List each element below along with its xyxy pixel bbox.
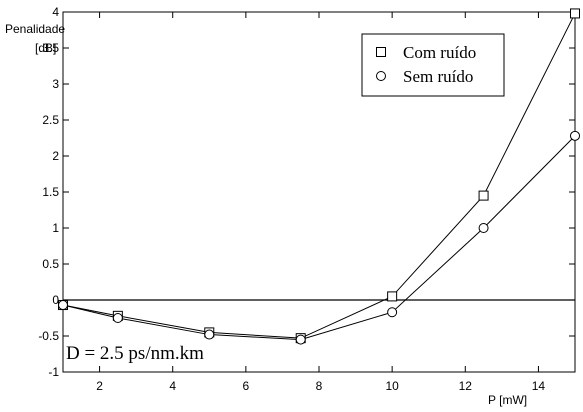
legend: Com ruído Sem ruído <box>361 33 505 97</box>
y-tick-label: 2.5 <box>42 113 59 127</box>
y-tick-label: 0.5 <box>42 257 59 271</box>
legend-label: Com ruído <box>403 43 476 62</box>
y-tick-label: 3 <box>52 77 59 91</box>
y-tick-label: 0 <box>52 293 59 307</box>
y-tick-label: 3.5 <box>42 41 59 55</box>
y-axis-label-line2: [dB] <box>35 41 56 55</box>
legend-label: Sem ruído <box>403 67 473 86</box>
x-tick-label: 2 <box>96 379 103 393</box>
y-tick-label: 4 <box>52 5 59 19</box>
series-2 <box>58 130 580 345</box>
circle-marker <box>58 300 68 311</box>
legend-circle-marker <box>376 71 386 81</box>
series-group <box>58 8 580 345</box>
circle-marker <box>112 313 123 323</box>
circle-marker <box>295 334 306 345</box>
x-tick-label: 12 <box>459 379 473 393</box>
square-marker <box>478 190 489 201</box>
axis-ticks: 2 4 6 8 10 12 14 -1 -0.5 0 0.5 1 1.5 2 2.5 3 3.5 4 <box>38 5 575 393</box>
circle-marker <box>570 130 580 141</box>
y-tick-label: 1 <box>52 221 59 235</box>
legend-square-marker <box>376 47 386 57</box>
y-tick-label: 2 <box>52 149 59 163</box>
legend-box <box>361 33 505 97</box>
circle-marker <box>204 329 215 340</box>
x-tick-label: 8 <box>316 379 323 393</box>
y-axis-label-line1: Penalidade <box>5 22 65 36</box>
y-tick-label: -0.5 <box>38 329 59 343</box>
square-marker <box>387 291 398 302</box>
circle-marker <box>478 223 489 233</box>
x-tick-label: 4 <box>169 379 176 393</box>
y-tick-label: -1 <box>48 365 59 379</box>
y-tick-label: 1.5 <box>42 185 59 199</box>
x-axis-label: P [mW] <box>488 393 527 407</box>
x-tick-label: 6 <box>243 379 250 393</box>
dispersion-annotation: D = 2.5 ps/nm.km <box>66 343 204 364</box>
x-tick-label: 14 <box>532 379 546 393</box>
circle-marker <box>387 307 398 318</box>
x-tick-label: 10 <box>385 379 399 393</box>
square-marker <box>570 8 580 19</box>
